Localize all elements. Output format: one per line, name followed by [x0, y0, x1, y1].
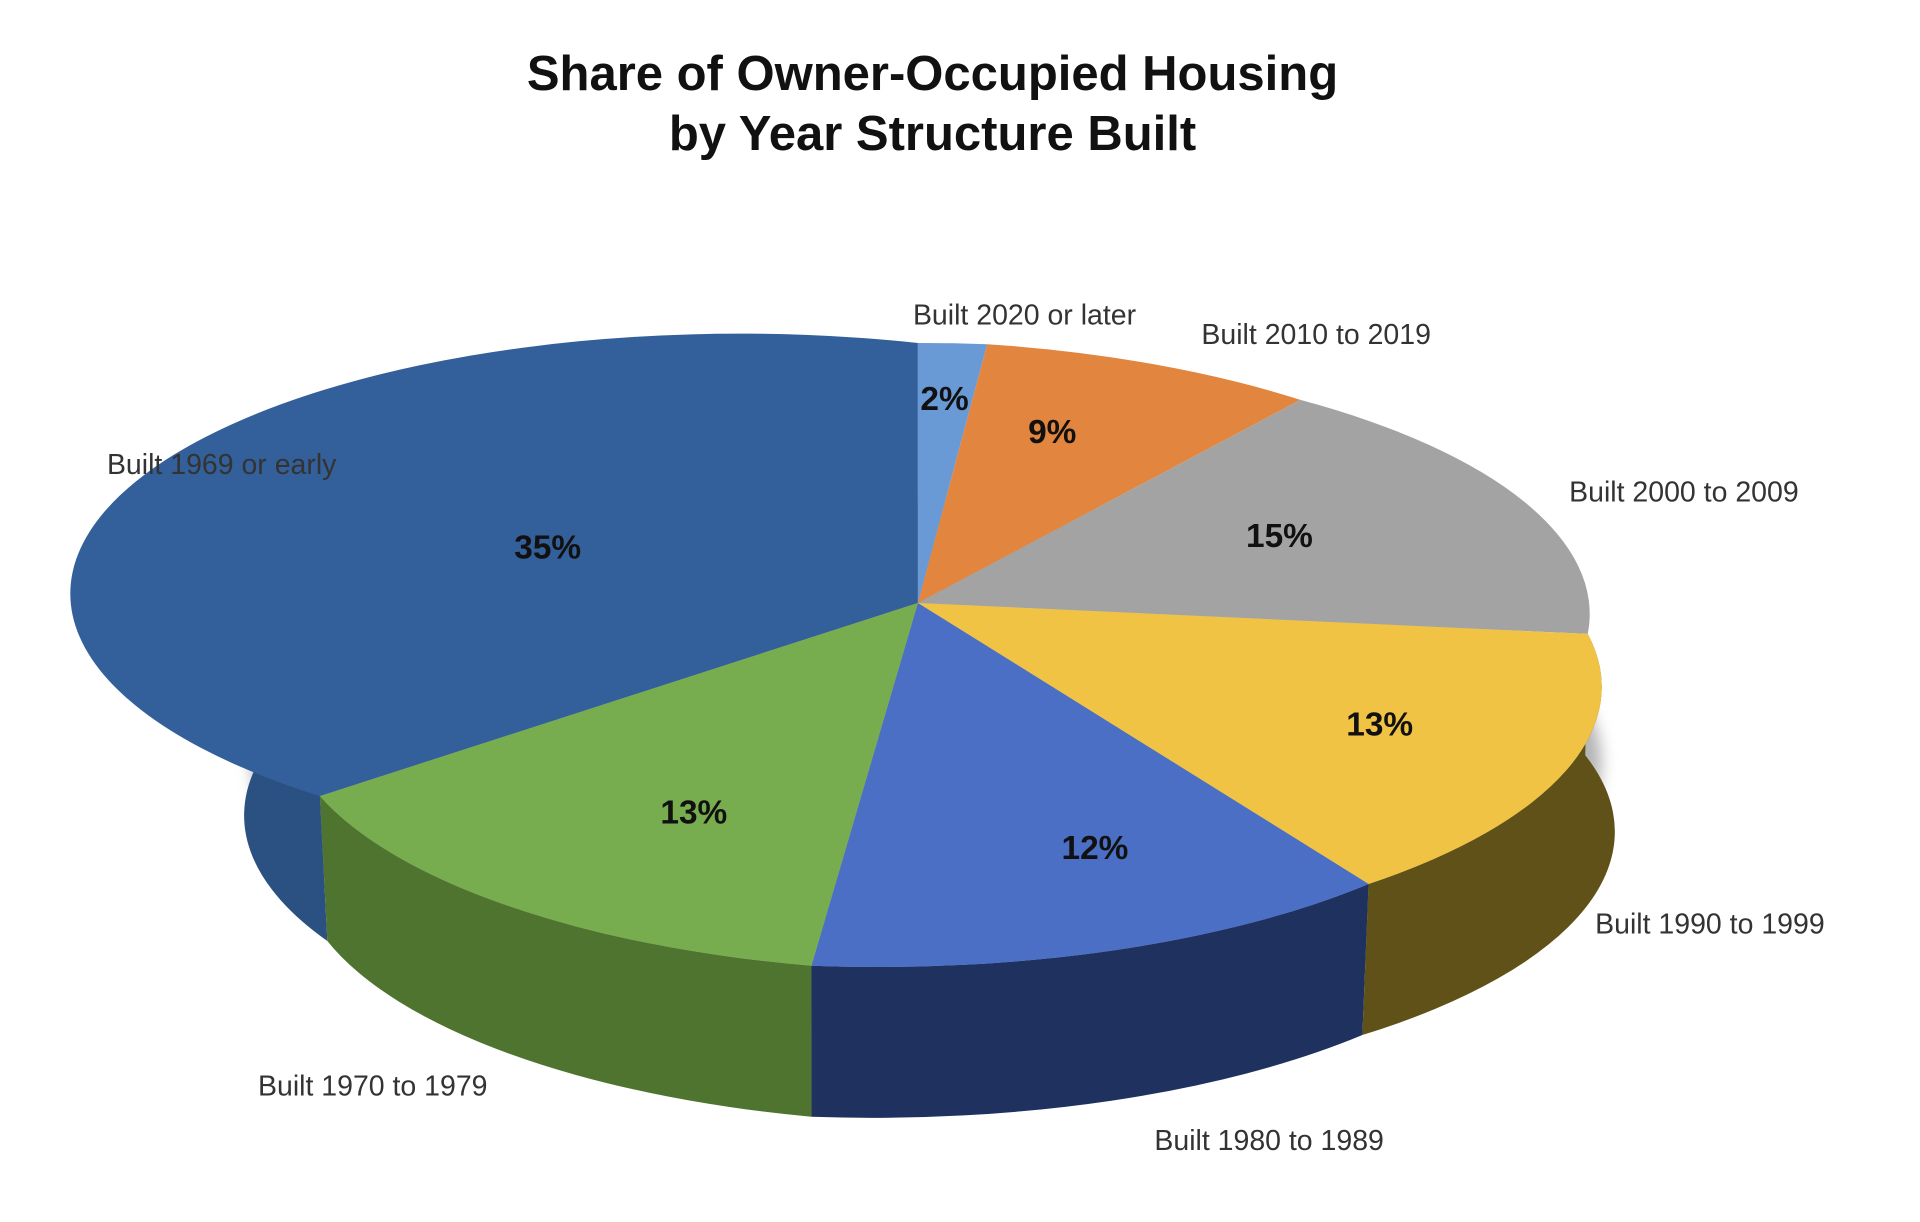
chart-title-line-1: Share of Owner-Occupied Housing: [526, 47, 1339, 101]
category-label-1969-or-early: Built 1969 or early: [107, 449, 337, 481]
category-label-1970-1979: Built 1970 to 1979: [258, 1071, 488, 1103]
slice-1969-or-early: [70, 333, 918, 797]
category-label-2000-2009: Built 2000 to 2009: [1569, 476, 1799, 508]
value-label-1990-1999: 13%: [1346, 706, 1413, 743]
category-label-2010-2019: Built 2010 to 2019: [1201, 319, 1431, 351]
chart-title: Share of Owner-Occupied Housing by Year …: [0, 44, 1865, 164]
side-1970-1979: [319, 796, 812, 1117]
value-label-2000-2009: 15%: [1246, 518, 1313, 555]
side-1990-1999: [1362, 633, 1615, 1036]
side-1980-1989: [811, 884, 1369, 1118]
value-label-2020-or-later: 2%: [920, 381, 968, 418]
value-label-2010-2019: 9%: [1028, 414, 1076, 451]
slice-2020-or-later: [917, 342, 988, 603]
slice-1970-1979: [319, 602, 918, 966]
chart-title-line-2: by Year Structure Built: [668, 107, 1197, 161]
slice-2010-2019: [917, 344, 1301, 603]
slice-1990-1999: [917, 602, 1602, 884]
value-label-1970-1979: 13%: [660, 794, 727, 831]
category-label-2020-or-later: Built 2020 or later: [913, 299, 1136, 331]
value-label-1969-or-early: 35%: [514, 529, 581, 566]
value-label-1980-1989: 12%: [1062, 830, 1129, 867]
category-label-1980-1989: Built 1980 to 1989: [1154, 1125, 1384, 1157]
slice-2000-2009: [917, 399, 1590, 634]
slice-1980-1989: [811, 602, 1369, 967]
category-label-1990-1999: Built 1990 to 1999: [1595, 909, 1825, 941]
